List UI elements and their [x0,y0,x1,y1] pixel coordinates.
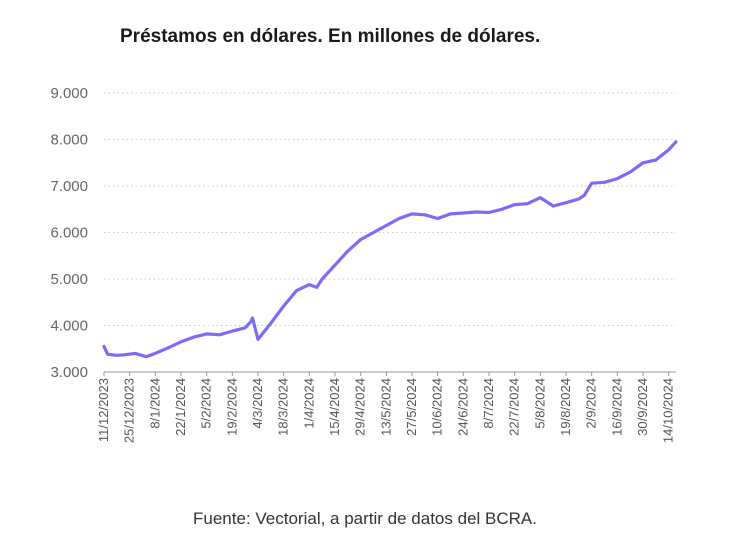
x-tick-label: 8/7/2024 [481,378,496,429]
line-chart: 3.000 4.000 5.000 6.000 7.000 8.000 9.000 11/1… [50,85,678,443]
x-tick-label: 5/2/2024 [199,378,214,429]
x-tick-label: 13/5/2024 [378,378,393,436]
x-tick-label: 30/9/2024 [635,378,650,436]
x-tick-label: 25/12/2023 [122,378,137,443]
y-tick-label: 6.000 [50,225,88,242]
x-tick-label: 10/6/2024 [430,378,445,436]
y-tick-label: 7.000 [50,178,88,195]
y-tick-label: 3.000 [50,364,88,381]
x-tick-label: 2/9/2024 [584,378,599,429]
x-tick-label: 16/9/2024 [609,378,624,436]
y-tick-label: 4.000 [50,318,88,335]
y-tick-label: 8.000 [50,132,88,149]
x-tick-label: 1/4/2024 [301,378,316,429]
x-tick-label: 15/4/2024 [327,378,342,436]
chart-title: Préstamos en dólares. En millones de dól… [120,26,541,47]
y-axis: 3.000 4.000 5.000 6.000 7.000 8.000 9.000 [50,85,88,381]
x-tick-label: 18/3/2024 [276,378,291,436]
y-tick-label: 5.000 [50,271,88,288]
plot-area [102,140,678,359]
x-tick-label: 4/3/2024 [250,378,265,429]
x-tick-label: 8/1/2024 [147,378,162,429]
y-tick-label: 9.000 [50,85,88,102]
grid-lines [104,92,676,326]
series-line [102,140,678,359]
x-tick-label: 24/6/2024 [455,378,470,436]
x-tick-label: 22/7/2024 [507,378,522,436]
x-tick-label: 14/10/2024 [661,378,676,443]
x-axis: 11/12/2023 25/12/2023 8/1/2024 22/1/2024 5/2… [96,371,676,443]
x-tick-label: 11/12/2023 [96,378,111,442]
x-tick-label: 19/2/2024 [224,378,239,436]
x-tick-label: 27/5/2024 [404,378,419,436]
x-tick-label: 29/4/2024 [353,378,368,436]
x-tick-label: 22/1/2024 [173,378,188,436]
x-tick-label: 19/8/2024 [558,378,573,436]
source-note: Fuente: Vectorial, a partir de datos del… [193,509,537,528]
x-tick-label: 5/8/2024 [532,378,547,429]
